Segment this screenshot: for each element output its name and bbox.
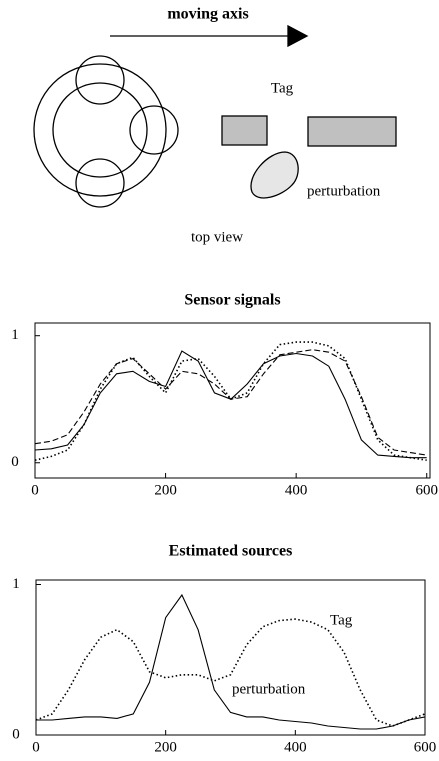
perturbation-label: perturbation [307, 183, 381, 199]
x-tick-label: 200 [154, 482, 177, 498]
x-tick-label: 400 [285, 482, 308, 498]
y-tick-label: 0 [11, 454, 19, 470]
caption: top view [191, 229, 243, 245]
series-line [35, 618, 426, 727]
y-tick-label: 1 [12, 576, 20, 592]
arrow-head [287, 24, 309, 48]
axis-label: moving axis [167, 6, 248, 23]
perturbation-blob [250, 151, 299, 199]
y-tick-label: 0 [12, 726, 20, 742]
plot-frame [35, 579, 426, 736]
chart-title: Estimated sources [169, 543, 293, 560]
x-tick-label: 600 [414, 739, 437, 755]
series-annotation: perturbation [232, 681, 306, 697]
series-annotation: Tag [330, 612, 353, 628]
plot-frame [34, 322, 431, 479]
series-line [34, 350, 427, 459]
tag-label: Tag [271, 80, 294, 96]
sensor [75, 55, 125, 105]
sensor [75, 158, 125, 208]
inner-ring [52, 82, 148, 178]
series-line [34, 341, 427, 461]
x-tick-label: 600 [415, 482, 438, 498]
x-tick-label: 200 [154, 739, 177, 755]
outer-ring [33, 63, 167, 197]
x-tick-label: 0 [31, 482, 39, 498]
sensor [129, 105, 179, 155]
x-tick-label: 0 [32, 739, 40, 755]
tag-block [221, 115, 268, 146]
y-tick-label: 1 [11, 327, 19, 343]
diagram: moving axis Tag perturbation top view [33, 6, 397, 245]
series-line [36, 593, 426, 730]
tag-block [307, 116, 397, 147]
x-tick-label: 400 [284, 739, 307, 755]
chart-title: Sensor signals [184, 292, 280, 309]
